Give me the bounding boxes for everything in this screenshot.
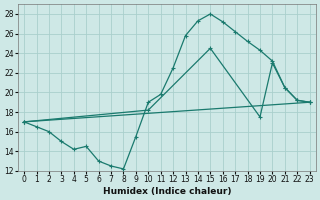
X-axis label: Humidex (Indice chaleur): Humidex (Indice chaleur) [103, 187, 231, 196]
